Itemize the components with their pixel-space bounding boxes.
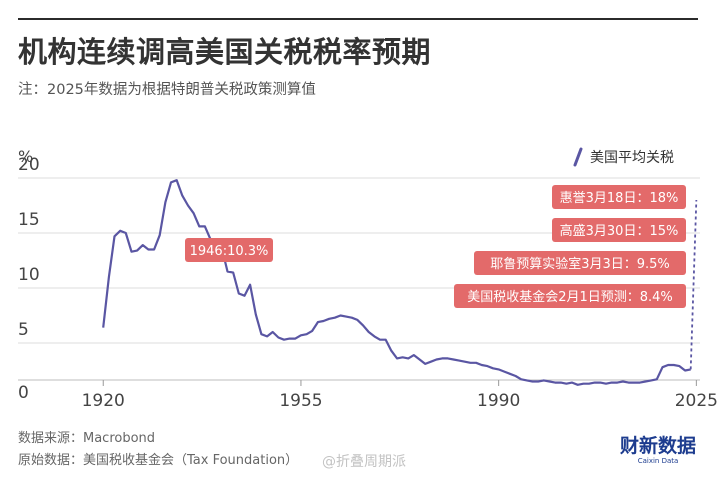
- x-tick-label: 1955: [279, 391, 322, 411]
- watermark: @折叠周期派: [322, 454, 406, 470]
- legend-swatch: [573, 147, 583, 167]
- axis-labels: 0 5 10 15 20% 1920 1955 1990 2025: [18, 147, 718, 411]
- x-tick-label: 1990: [477, 391, 520, 411]
- chart-subtitle: 注：2025年数据为根据特朗普关税政策测算值: [18, 82, 316, 98]
- logo-subtext: Caixin Data: [637, 457, 679, 465]
- annotation-forecast-3-box: [474, 251, 686, 275]
- origin-note: 原始数据：美国税收基金会（Tax Foundation）: [18, 453, 299, 468]
- x-tick-label: 2025: [675, 391, 718, 411]
- title-rule: [18, 18, 698, 20]
- annotations-layer: 1946:10.3% 惠誉3月18日：18% 高盛3月30日：15% 耶鲁预算实验室3…: [185, 185, 686, 308]
- annotation-1946: 1946:10.3%: [190, 244, 269, 259]
- chart-title: 机构连续调高美国关税税率预期: [18, 35, 432, 69]
- series-layer: [102, 179, 698, 386]
- grid-lines: [18, 177, 700, 386]
- y-tick-label: 0: [18, 383, 29, 403]
- y-unit-label: %: [18, 147, 33, 166]
- logo-text: 财新数据: [620, 435, 697, 457]
- annotation-forecast-4-box: [454, 284, 686, 308]
- caixin-logo: 财新数据 Caixin Data: [620, 437, 696, 465]
- y-tick-label: 15: [18, 210, 40, 230]
- x-tick-label: 1920: [82, 391, 125, 411]
- annotation-forecast-1-box: [552, 185, 686, 209]
- annotation-forecast-1: 惠誉3月18日：18%: [560, 191, 679, 206]
- annotation-forecast-2-box: [552, 218, 686, 242]
- annotation-forecast-4: 美国税收基金会2月1日预测：8.4%: [467, 289, 673, 305]
- legend: 美国平均关税: [573, 147, 674, 167]
- tariff-series-line: [102, 179, 691, 386]
- y-tick-label: 20: [18, 155, 40, 175]
- annotation-forecast-2: 高盛3月30日：15%: [560, 223, 679, 239]
- y-tick-label: 5: [18, 320, 29, 340]
- legend-label: 美国平均关税: [590, 150, 674, 166]
- annotation-forecast-3: 耶鲁预算实验室3月3日：9.5%: [490, 256, 670, 272]
- y-tick-label: 10: [18, 265, 40, 285]
- projection-line: [689, 199, 698, 370]
- source-note: 数据来源：Macrobond: [18, 431, 156, 446]
- annotation-1946-box: [185, 238, 273, 262]
